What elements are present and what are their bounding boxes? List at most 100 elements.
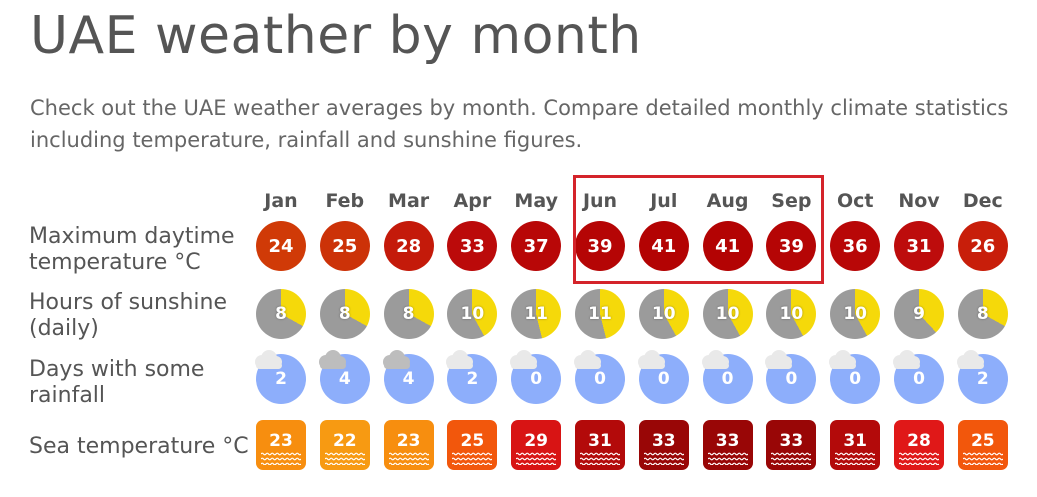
rain-days-sep: 0 [765, 350, 817, 404]
sea-temp-value: 33 [715, 431, 740, 451]
month-header-nov: Nov [898, 190, 940, 212]
max-temp-mar: 28 [383, 221, 434, 271]
rain-days-mar: 4 [382, 350, 434, 404]
rain-days-nov: 0 [893, 350, 944, 404]
max-temp-value: 37 [523, 235, 549, 257]
rain-days-value: 0 [785, 369, 798, 389]
max-temp-value: 39 [587, 235, 613, 257]
max-temp-value: 25 [332, 235, 358, 257]
max-temp-oct: 36 [830, 221, 881, 271]
sunshine-value: 8 [338, 304, 351, 324]
sunshine-value: 10 [779, 304, 804, 324]
month-header-oct: Oct [836, 190, 874, 212]
sea-temp-jan: 23 [256, 420, 306, 470]
max-temp-aug: 41 [702, 221, 753, 271]
sea-temp-value: 22 [332, 431, 357, 451]
sea-temp-value: 23 [269, 431, 293, 451]
max-temp-apr: 33 [447, 221, 498, 271]
rain-days-jan: 2 [255, 350, 306, 404]
max-temp-value: 36 [842, 235, 868, 257]
wave-icon [835, 452, 876, 465]
sea-temp-apr: 25 [447, 420, 498, 470]
sea-temp-nov: 28 [894, 420, 944, 470]
sea-temp-oct: 31 [830, 420, 881, 470]
sunshine-sep: 10 [766, 289, 817, 339]
max-temp-sep: 39 [766, 221, 817, 271]
cloud-icon [255, 350, 282, 369]
max-temp-value: 28 [396, 235, 422, 257]
month-header-mar: Mar [388, 190, 430, 212]
rain-days-value: 2 [976, 369, 989, 389]
rain-days-value: 4 [338, 369, 351, 389]
sunshine-value: 8 [402, 304, 415, 324]
sea-temp-value: 25 [460, 431, 485, 451]
sunshine-value: 10 [843, 304, 868, 324]
month-header-may: May [514, 190, 558, 212]
wave-icon [962, 452, 1003, 465]
sea-temp-value: 31 [843, 431, 868, 451]
cloud-icon [956, 350, 984, 369]
intro-text: Check out the UAE weather averages by mo… [30, 96, 1009, 152]
sea-temp-value: 33 [651, 431, 676, 451]
sunshine-mar: 8 [383, 289, 434, 339]
rain-days-value: 0 [913, 369, 925, 389]
sunshine-aug: 10 [702, 289, 753, 339]
sea-temp-jul: 33 [638, 420, 689, 470]
sea-temp-aug: 33 [702, 420, 753, 470]
wave-icon [899, 452, 939, 465]
sunshine-feb: 8 [319, 289, 370, 339]
max-temp-value: 33 [459, 235, 485, 257]
sea-temp-sep: 33 [766, 420, 817, 470]
cloud-icon [765, 350, 793, 369]
sea-temp-row-label: Sea temperature °C [29, 434, 249, 459]
cloud-icon [446, 350, 474, 369]
sunshine-value: 8 [976, 304, 989, 324]
month-header-apr: Apr [453, 190, 492, 212]
page-title: UAE weather by month [30, 6, 642, 66]
wave-icon [580, 452, 620, 465]
sunshine-value: 8 [275, 304, 287, 324]
sea-temp-value: 31 [588, 431, 612, 451]
max-temp-jan: 24 [256, 221, 306, 271]
cloud-icon [318, 350, 346, 369]
month-header-jul: Jul [650, 190, 678, 212]
sunshine-apr: 10 [447, 289, 498, 339]
wave-icon [324, 452, 365, 465]
max-temp-nov: 31 [894, 221, 944, 271]
month-header-jan: Jan [264, 190, 298, 212]
rain-days-apr: 2 [446, 350, 498, 404]
wave-icon [261, 452, 301, 465]
max-temp-may: 37 [511, 221, 562, 271]
sea-temp-jun: 31 [575, 420, 625, 470]
cloud-icon [701, 350, 729, 369]
month-header-sep: Sep [771, 190, 812, 212]
sunshine-value: 10 [715, 304, 740, 324]
max-temp-value: 26 [970, 235, 996, 257]
cloud-icon [510, 350, 538, 369]
max-temp-value: 31 [906, 235, 932, 257]
sunshine-value: 11 [524, 304, 549, 324]
sea-temp-value: 29 [524, 431, 549, 451]
month-header-aug: Aug [706, 190, 749, 212]
wave-icon [643, 452, 684, 465]
max-temp-value: 41 [715, 235, 741, 257]
max-temp-value: 24 [268, 235, 294, 257]
max-temp-jul: 41 [638, 221, 689, 271]
sunshine-nov: 9 [894, 289, 944, 339]
wave-icon [452, 452, 493, 465]
rain-days-oct: 0 [829, 350, 881, 404]
month-header-jun: Jun [582, 190, 618, 212]
sunshine-value: 10 [460, 304, 485, 324]
max-temp-value: 41 [651, 235, 677, 257]
cloud-icon [574, 350, 601, 369]
sunshine-dec: 8 [957, 289, 1008, 339]
max-temp-value: 39 [778, 235, 804, 257]
rain-days-value: 2 [275, 369, 287, 389]
sunshine-jun: 11 [575, 289, 625, 339]
sunshine-jan: 8 [256, 289, 306, 339]
sunshine-value: 11 [588, 304, 612, 324]
rain-days-dec: 2 [956, 350, 1008, 404]
rain-days-value: 0 [594, 369, 606, 389]
rain-days-value: 0 [530, 369, 543, 389]
rain-days-may: 0 [510, 350, 562, 404]
